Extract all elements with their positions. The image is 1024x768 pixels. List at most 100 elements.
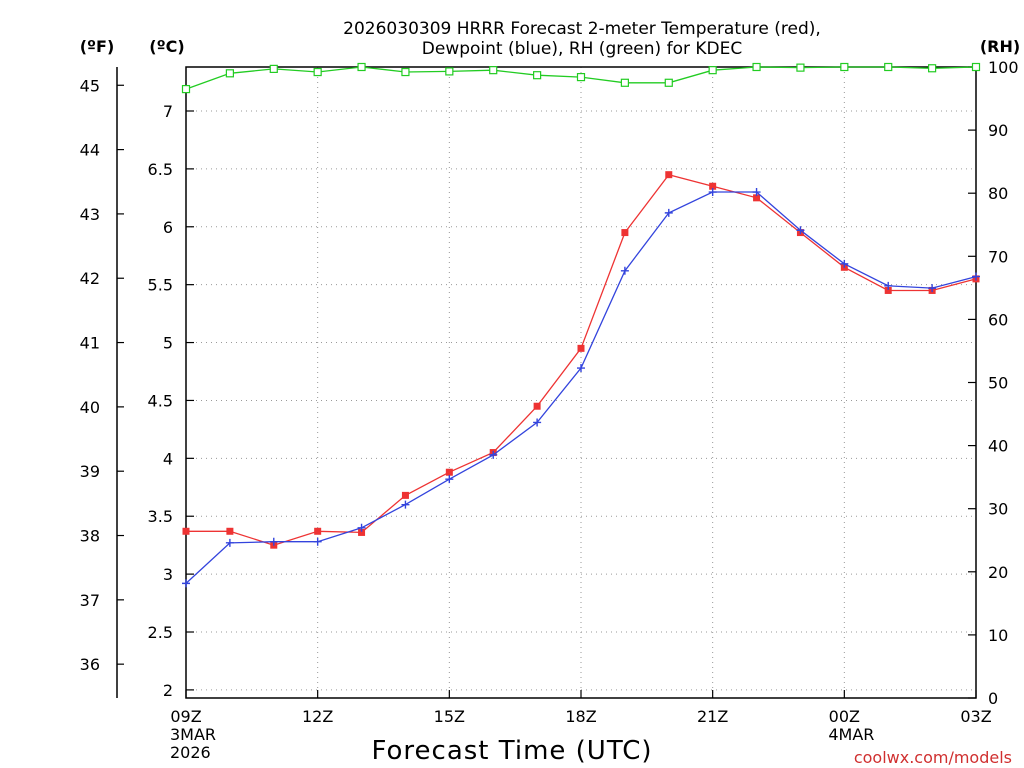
rh-tick-label: 10 [988,626,1008,645]
temperature-point [445,468,453,476]
rh-point [489,66,498,75]
dewpoint-point [884,281,893,290]
rh-tick-label: 90 [988,121,1008,140]
fahrenheit-unit-label: (ºF) [80,37,115,56]
fahrenheit-tick-label: 42 [80,269,100,288]
temperature-point [709,182,717,190]
celsius-tick-label: 6.5 [148,160,173,179]
rh-point [576,72,586,82]
dewpoint-point [401,500,410,509]
rh-point [313,67,322,77]
celsius-tick-label: 5.5 [148,276,173,295]
fahrenheit-tick-label: 44 [80,141,100,160]
rh-tick-label: 30 [988,500,1008,519]
fahrenheit-tick-label: 40 [80,398,100,417]
credit-text: coolwx.com/models [854,748,1012,767]
temperature-point [884,286,892,294]
x-axis-title: Forecast Time (UTC) [371,736,652,766]
dewpoint-point [840,259,849,268]
fahrenheit-tick-label: 39 [80,462,100,481]
temperature-point [401,491,409,499]
celsius-tick-label: 6 [163,218,173,237]
rh-point [840,62,849,72]
celsius-tick-label: 5 [163,334,173,353]
dewpoint-point [489,450,498,459]
x-tick-label: 21Z [697,707,728,726]
rh-tick-label: 70 [988,247,1008,266]
celsius-tick-label: 7 [163,102,173,121]
celsius-tick-label: 2.5 [148,623,173,642]
dewpoint-point [972,272,980,281]
temperature-point [753,194,761,202]
temperature-point [577,344,585,352]
dewpoint-point [269,537,278,546]
rh-tick-label: 100 [988,58,1019,77]
dewpoint-point [182,579,190,588]
dewpoint-point [664,208,673,217]
rh-tick-label: 80 [988,184,1008,203]
x-tick-label: 00Z [829,707,860,726]
rh-point [884,62,893,72]
rh-point [181,84,191,94]
rh-point [971,62,981,72]
rh-point [708,66,717,75]
temperature-point [358,528,366,536]
rh-tick-label: 20 [988,563,1008,582]
fahrenheit-tick-label: 45 [80,76,100,95]
rh-tick-label: 50 [988,374,1008,393]
dewpoint-point [225,538,234,547]
celsius-tick-label: 4.5 [148,391,173,410]
grid-lines [185,67,977,698]
rh-unit-label: (RH) [980,37,1020,56]
dewpoint-point [620,266,629,275]
dewpoint-point [313,537,322,546]
rh-tick-label: 40 [988,437,1008,456]
celsius-tick-label: 3.5 [148,507,173,526]
fahrenheit-tick-label: 37 [80,591,100,610]
temperature-point [314,527,322,535]
temperature-point [665,171,673,179]
rh-point [796,63,805,72]
rh-point [401,67,410,77]
rh-point [664,78,673,87]
fahrenheit-tick-label: 36 [80,655,100,674]
x-tick-year-label: 2026 [170,743,211,762]
x-tick-label: 15Z [434,707,465,726]
rh-point [752,62,761,72]
x-tick-label: 03Z [960,707,991,726]
rh-point [269,64,278,73]
chart-title-line2: Dewpoint (blue), RH (green) for KDEC [422,39,742,59]
fahrenheit-tick-label: 38 [80,527,100,546]
rh-tick-label: 0 [988,689,998,708]
rh-tick-label: 60 [988,310,1008,329]
celsius-tick-label: 2 [163,681,173,700]
dewpoint-point [533,418,542,427]
rh-point [928,64,937,73]
dewpoint-point [928,284,937,293]
dewpoint-point [752,188,761,197]
temperature-line [186,173,977,546]
temperature-point [226,527,234,535]
rh-point [225,69,234,78]
x-tick-date-label: 3MAR [170,725,216,744]
celsius-tick-label: 4 [163,449,173,468]
temperature-point [182,527,190,535]
rh-point [620,78,629,87]
dewpoint-point [796,226,805,235]
x-tick-label: 09Z [170,707,201,726]
celsius-tick-label: 3 [163,565,173,584]
chart-title-line1: 2026030309 HRRR Forecast 2-meter Tempera… [343,19,821,39]
dewpoint-point [577,364,585,373]
x-tick-label: 18Z [565,707,596,726]
temperature-point [621,229,629,237]
x-tick-date-label: 4MAR [828,725,874,744]
rh-point [357,62,366,72]
fahrenheit-tick-label: 41 [80,334,100,353]
dewpoint-point [357,523,366,532]
x-tick-label: 12Z [302,707,333,726]
rh-point [533,71,542,80]
series-layer [181,62,981,588]
fahrenheit-tick-label: 43 [80,205,100,224]
temperature-point [533,402,541,410]
